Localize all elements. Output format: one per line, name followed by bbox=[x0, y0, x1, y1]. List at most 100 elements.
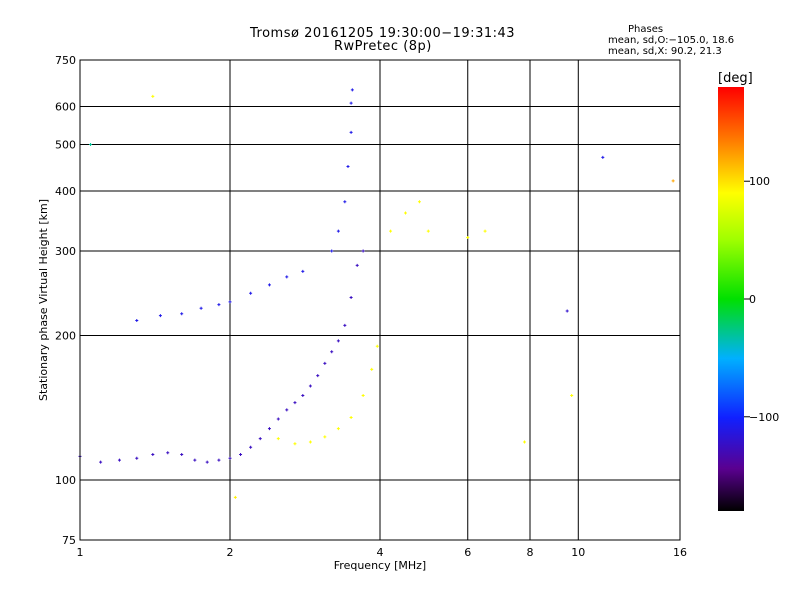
data-point bbox=[249, 291, 253, 295]
phase-stats-o: mean, sd,O:−105.0, 18.6 bbox=[608, 35, 735, 46]
x-tick-label: 6 bbox=[464, 546, 471, 559]
y-tick-label: 400 bbox=[55, 185, 76, 198]
data-point bbox=[193, 458, 197, 462]
data-point bbox=[466, 236, 470, 240]
data-point bbox=[249, 445, 253, 449]
data-point-stray bbox=[565, 309, 569, 313]
colorbar-tick-label: 100 bbox=[749, 175, 770, 188]
data-point bbox=[349, 296, 353, 300]
data-point bbox=[217, 458, 221, 462]
data-point bbox=[417, 200, 421, 204]
data-point bbox=[403, 211, 407, 215]
data-point bbox=[336, 339, 340, 343]
data-point-stray bbox=[671, 179, 675, 183]
data-point bbox=[301, 394, 305, 398]
data-point bbox=[158, 314, 162, 318]
data-point bbox=[308, 384, 312, 388]
data-point bbox=[301, 269, 305, 273]
data-point bbox=[276, 437, 280, 441]
data-point bbox=[228, 300, 232, 304]
x-tick-label: 8 bbox=[527, 546, 534, 559]
y-axis-label: Stationary phase Virtual Height [km] bbox=[37, 199, 50, 401]
data-point bbox=[135, 318, 139, 322]
colorbar-ticks: 100 0 −100 bbox=[744, 175, 779, 424]
phase-stats-x: mean, sd,X: 90.2, 21.3 bbox=[608, 46, 722, 57]
colorbar-tick-label: −100 bbox=[749, 411, 779, 424]
x-tick-label: 4 bbox=[377, 546, 384, 559]
y-tick-label: 100 bbox=[55, 474, 76, 487]
data-point bbox=[180, 312, 184, 316]
data-point bbox=[258, 437, 262, 441]
plot-frame bbox=[79, 59, 681, 541]
y-tick-label: 75 bbox=[62, 534, 76, 547]
data-point bbox=[570, 394, 574, 398]
x-tick-label: 16 bbox=[673, 546, 687, 559]
data-point bbox=[361, 394, 365, 398]
data-point bbox=[483, 229, 487, 233]
data-point bbox=[180, 453, 184, 457]
x-axis-label: Frequency [MHz] bbox=[334, 559, 426, 572]
data-point bbox=[370, 367, 374, 371]
data-point bbox=[389, 229, 393, 233]
chart-title: Tromsø 20161205 19:30:00−19:31:43 bbox=[250, 26, 516, 41]
data-point bbox=[316, 374, 320, 378]
y-tick-label: 300 bbox=[55, 245, 76, 258]
data-point bbox=[336, 427, 340, 431]
y-tick-label: 500 bbox=[55, 139, 76, 152]
data-point bbox=[426, 229, 430, 233]
data-point bbox=[330, 350, 334, 354]
chart-subtitle: RwPretec (8p) bbox=[334, 39, 432, 54]
data-point bbox=[117, 458, 121, 462]
data-point-stray bbox=[151, 94, 155, 98]
data-point bbox=[151, 453, 155, 457]
data-point bbox=[99, 460, 103, 464]
data-point-stray bbox=[233, 495, 237, 499]
data-point-stray bbox=[601, 155, 605, 159]
data-point bbox=[267, 283, 271, 287]
data-point bbox=[199, 306, 203, 310]
data-point bbox=[350, 88, 354, 92]
data-point bbox=[276, 417, 280, 421]
data-point bbox=[330, 249, 334, 253]
colorbar bbox=[718, 87, 744, 511]
data-point bbox=[217, 303, 221, 307]
y-tick-label: 600 bbox=[55, 101, 76, 114]
x-tick-label: 2 bbox=[227, 546, 234, 559]
y-axis-ticks: 75 100 200 300 400 500 600 750 bbox=[55, 54, 76, 547]
colorbar-unit-label: [deg] bbox=[718, 71, 753, 86]
data-point bbox=[293, 442, 297, 446]
data-point bbox=[336, 229, 340, 233]
data-point bbox=[228, 456, 232, 460]
data-point bbox=[323, 435, 327, 439]
data-point bbox=[285, 275, 289, 279]
data-point bbox=[343, 323, 347, 327]
data-point bbox=[349, 415, 353, 419]
data-point bbox=[375, 344, 379, 348]
data-point bbox=[355, 263, 359, 267]
data-point bbox=[349, 101, 353, 105]
data-point-stray bbox=[89, 143, 93, 147]
data-point bbox=[523, 440, 527, 444]
colorbar-tick-label: 0 bbox=[749, 293, 756, 306]
data-point bbox=[285, 408, 289, 412]
data-points bbox=[78, 88, 675, 499]
data-point bbox=[361, 249, 365, 253]
x-tick-label: 1 bbox=[77, 546, 84, 559]
data-point bbox=[239, 453, 243, 457]
data-point bbox=[308, 440, 312, 444]
data-point bbox=[349, 130, 353, 134]
data-point bbox=[323, 361, 327, 365]
data-point bbox=[166, 451, 170, 455]
phase-stats-title: Phases bbox=[628, 24, 664, 35]
grid-lines bbox=[80, 60, 680, 540]
data-point bbox=[205, 460, 209, 464]
y-tick-label: 200 bbox=[55, 330, 76, 343]
y-tick-label: 750 bbox=[55, 54, 76, 67]
data-point bbox=[343, 200, 347, 204]
data-point bbox=[293, 401, 297, 405]
data-point bbox=[135, 456, 139, 460]
data-point bbox=[346, 164, 350, 168]
x-tick-label: 10 bbox=[571, 546, 585, 559]
x-axis-ticks: 1 2 4 6 8 10 16 bbox=[77, 546, 688, 559]
